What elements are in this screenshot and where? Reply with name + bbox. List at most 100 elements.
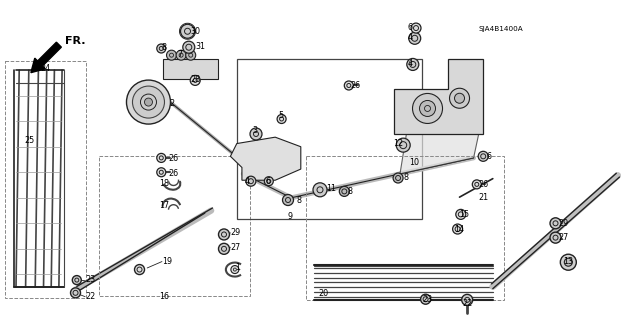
- Circle shape: [396, 138, 410, 152]
- Circle shape: [127, 80, 170, 124]
- Circle shape: [70, 288, 81, 298]
- Bar: [163, 59, 218, 79]
- Circle shape: [145, 98, 152, 106]
- Circle shape: [72, 276, 81, 285]
- Circle shape: [166, 50, 177, 60]
- Text: 26: 26: [168, 154, 179, 163]
- Text: 6: 6: [266, 177, 271, 186]
- Text: 16: 16: [159, 292, 169, 301]
- Text: 20: 20: [318, 289, 328, 298]
- Text: 13: 13: [563, 257, 573, 266]
- Circle shape: [134, 264, 145, 275]
- Text: 6: 6: [486, 152, 492, 161]
- Text: 26: 26: [479, 180, 489, 189]
- Circle shape: [393, 173, 403, 183]
- Circle shape: [449, 88, 470, 108]
- Circle shape: [478, 151, 488, 161]
- Circle shape: [186, 50, 196, 60]
- Circle shape: [344, 81, 353, 90]
- Text: 8: 8: [348, 187, 353, 196]
- Circle shape: [218, 243, 230, 254]
- Text: 19: 19: [162, 257, 172, 266]
- Text: 4: 4: [408, 59, 413, 68]
- Circle shape: [231, 265, 239, 274]
- Bar: [99, 156, 250, 296]
- Circle shape: [157, 44, 166, 53]
- Bar: [5, 61, 86, 298]
- Text: 29: 29: [559, 219, 569, 228]
- Circle shape: [157, 168, 166, 177]
- Circle shape: [407, 58, 419, 70]
- Circle shape: [411, 23, 421, 33]
- Text: 8: 8: [403, 173, 408, 182]
- Text: 26: 26: [168, 169, 179, 178]
- Circle shape: [420, 100, 436, 116]
- Circle shape: [461, 294, 473, 305]
- Circle shape: [550, 232, 561, 243]
- Text: 23: 23: [422, 295, 433, 304]
- Circle shape: [132, 86, 164, 118]
- Circle shape: [183, 41, 195, 53]
- Circle shape: [413, 93, 442, 123]
- Text: 1: 1: [236, 263, 241, 272]
- Text: 8: 8: [296, 197, 301, 205]
- Text: 29: 29: [230, 228, 241, 237]
- Text: 10: 10: [410, 158, 420, 167]
- Text: 26: 26: [351, 81, 361, 90]
- Circle shape: [282, 195, 294, 205]
- Text: 11: 11: [326, 184, 337, 193]
- Text: 4: 4: [408, 33, 413, 42]
- Text: 12: 12: [394, 139, 404, 148]
- Text: 22: 22: [462, 299, 472, 308]
- Text: 22: 22: [85, 292, 95, 301]
- Polygon shape: [400, 134, 479, 174]
- Text: 7: 7: [177, 50, 182, 59]
- Circle shape: [472, 180, 481, 189]
- Text: 30: 30: [191, 27, 201, 36]
- Text: 25: 25: [24, 136, 35, 145]
- Text: 28: 28: [191, 75, 201, 84]
- Text: 6: 6: [408, 23, 413, 32]
- Circle shape: [339, 186, 349, 197]
- Polygon shape: [394, 59, 483, 134]
- Circle shape: [454, 93, 465, 103]
- Circle shape: [313, 183, 327, 197]
- Circle shape: [564, 258, 572, 266]
- Text: 18: 18: [159, 179, 169, 188]
- Text: 23: 23: [85, 275, 95, 284]
- Circle shape: [409, 32, 420, 44]
- Text: 31: 31: [196, 42, 206, 51]
- Text: 27: 27: [230, 243, 241, 252]
- Circle shape: [264, 177, 273, 186]
- FancyArrow shape: [31, 42, 61, 73]
- Text: SJA4B1400A: SJA4B1400A: [479, 26, 524, 32]
- Bar: [306, 156, 504, 300]
- Text: 17: 17: [159, 201, 169, 210]
- Text: 21: 21: [479, 193, 489, 202]
- Circle shape: [550, 218, 561, 229]
- Circle shape: [277, 115, 286, 123]
- Circle shape: [246, 176, 256, 186]
- Text: 14: 14: [454, 225, 465, 234]
- Text: 24: 24: [40, 64, 51, 73]
- Circle shape: [218, 229, 230, 240]
- Bar: [237, 59, 422, 219]
- Text: 5: 5: [278, 111, 284, 120]
- Circle shape: [420, 294, 431, 304]
- Circle shape: [456, 209, 466, 219]
- Circle shape: [190, 75, 200, 85]
- Circle shape: [157, 153, 166, 162]
- Text: 9: 9: [288, 212, 293, 221]
- Polygon shape: [230, 137, 301, 180]
- Text: 15: 15: [460, 210, 470, 219]
- Circle shape: [250, 128, 262, 140]
- Text: 3: 3: [253, 126, 258, 135]
- Circle shape: [452, 224, 463, 234]
- Circle shape: [180, 24, 195, 38]
- Circle shape: [561, 254, 577, 270]
- Text: 4: 4: [245, 177, 250, 186]
- Text: 2: 2: [169, 99, 174, 108]
- Circle shape: [176, 50, 186, 60]
- Text: 8: 8: [162, 43, 167, 52]
- Text: FR.: FR.: [65, 36, 85, 46]
